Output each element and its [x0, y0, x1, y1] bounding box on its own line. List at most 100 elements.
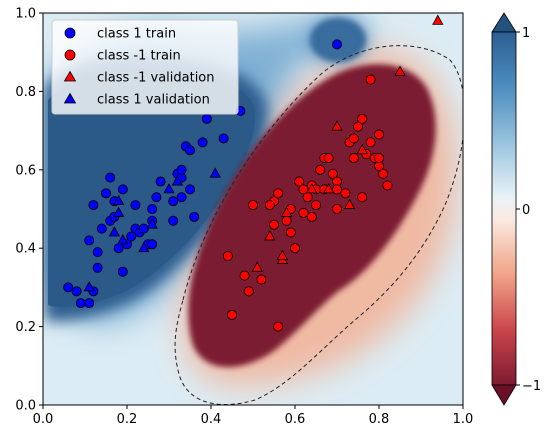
point-class-1-train: [117, 184, 128, 195]
colorbar: 1 0 −1: [491, 12, 541, 406]
point-class--1-train: [357, 192, 368, 203]
point-class-1-validation: [138, 241, 150, 253]
point-class--1-train: [298, 184, 309, 195]
decision-surface: [43, 13, 463, 405]
legend-marker-class-neg1-validation: [63, 70, 77, 82]
point-class-1-train: [155, 176, 166, 187]
point-class--1-train: [264, 200, 275, 211]
y-tick-label: 0.8: [15, 85, 36, 100]
point-class-1-train: [84, 298, 95, 309]
y-tick-label: 1.0: [15, 7, 36, 22]
colorbar-body: [491, 31, 517, 386]
colorbar-tick-neg1: −1: [522, 379, 541, 394]
point-class--1-train: [239, 270, 250, 281]
point-class--1-validation: [306, 183, 318, 194]
colorbar-tick-1: 1: [522, 26, 530, 41]
point-class--1-train: [247, 200, 258, 211]
point-class-1-train: [101, 188, 112, 199]
point-class--1-train: [340, 188, 351, 199]
point-class-1-train: [92, 262, 103, 273]
colorbar-bottom-extend: [491, 384, 517, 406]
point-class--1-validation: [331, 120, 343, 131]
y-tick-label: 0.2: [15, 320, 36, 335]
point-class-1-train: [147, 239, 158, 250]
legend: class 1 train class -1 train class -1 va…: [51, 19, 239, 115]
point-class--1-train: [327, 168, 338, 179]
plot-frame: [42, 12, 464, 406]
point-class--1-train: [281, 215, 292, 226]
y-tick-label: 0.6: [15, 163, 36, 178]
point-class-1-train: [105, 172, 116, 183]
point-class-1-train: [151, 192, 162, 203]
point-class-1-train: [130, 200, 141, 211]
point-class--1-train: [331, 184, 342, 195]
legend-label-class-neg1-train: class -1 train: [97, 49, 181, 64]
point-class-1-validation: [117, 234, 129, 245]
point-class--1-validation: [356, 143, 368, 155]
point-class-1-train: [184, 184, 195, 195]
x-tick-label: 1.0: [453, 412, 474, 427]
point-class-1-train: [96, 223, 107, 234]
x-tick-label: 0.2: [117, 412, 138, 427]
point-class--1-train: [289, 243, 300, 254]
point-class--1-train: [256, 274, 267, 285]
point-class-1-train: [113, 243, 124, 254]
point-class-1-train: [138, 223, 149, 234]
point-class-1-train: [117, 266, 128, 277]
y-tick-label: 0.4: [15, 242, 36, 257]
colorbar-top-extend: [491, 12, 517, 33]
point-class-1-train: [184, 145, 195, 156]
point-class-1-train: [92, 247, 103, 258]
x-tick-label: 0.8: [369, 412, 390, 427]
legend-marker-class-1-validation: [63, 92, 77, 104]
positive-region-core: [48, 68, 255, 308]
point-class-1-train: [71, 286, 82, 297]
point-class-1-train: [218, 133, 229, 144]
point-class-1-validation: [108, 226, 121, 237]
y-tick-label: 0.0: [15, 399, 36, 414]
point-class--1-validation: [394, 65, 406, 76]
point-class-1-train: [63, 282, 74, 293]
point-class--1-train: [373, 129, 384, 140]
point-class-1-validation: [171, 175, 184, 186]
point-class--1-train: [294, 176, 305, 187]
decision-boundary-line: [174, 45, 463, 405]
x-tick-label: 0.0: [33, 412, 54, 427]
point-class-1-train: [126, 231, 137, 242]
point-class--1-train: [273, 321, 284, 332]
point-class--1-train: [373, 153, 384, 164]
point-class-1-train: [197, 137, 208, 148]
point-class--1-train: [323, 153, 334, 164]
point-class--1-train: [222, 251, 233, 262]
point-class--1-validation: [432, 14, 444, 25]
point-class--1-validation: [251, 261, 263, 272]
point-class-1-validation: [112, 194, 125, 206]
point-class-1-train: [88, 200, 99, 211]
point-class--1-train: [357, 113, 368, 124]
point-class--1-train: [382, 180, 393, 191]
legend-label-class-1-validation: class 1 validation: [97, 93, 210, 108]
legend-box: [51, 19, 239, 115]
point-class--1-train: [310, 200, 321, 211]
point-class--1-train: [348, 153, 359, 164]
point-class-1-train: [75, 298, 86, 309]
point-class-1-train: [176, 164, 187, 175]
point-class-1-validation: [83, 281, 95, 292]
point-class--1-validation: [280, 206, 293, 217]
point-class--1-train: [378, 168, 389, 179]
point-class--1-validation: [322, 183, 335, 194]
point-class--1-train: [226, 309, 237, 320]
point-class-1-validation: [209, 167, 221, 178]
point-class-1-train: [189, 211, 200, 222]
point-class--1-train: [365, 74, 376, 85]
point-class--1-train: [243, 286, 254, 297]
legend-label-class-1-train: class 1 train: [97, 27, 176, 42]
colorbar-tick-0: 0: [522, 203, 530, 218]
point-class--1-train: [365, 137, 376, 148]
point-class-1-train: [201, 113, 212, 124]
point-class--1-validation: [276, 249, 289, 260]
point-class-1-train: [147, 203, 158, 214]
point-class--1-validation: [264, 230, 276, 241]
point-class-1-train: [331, 39, 342, 50]
